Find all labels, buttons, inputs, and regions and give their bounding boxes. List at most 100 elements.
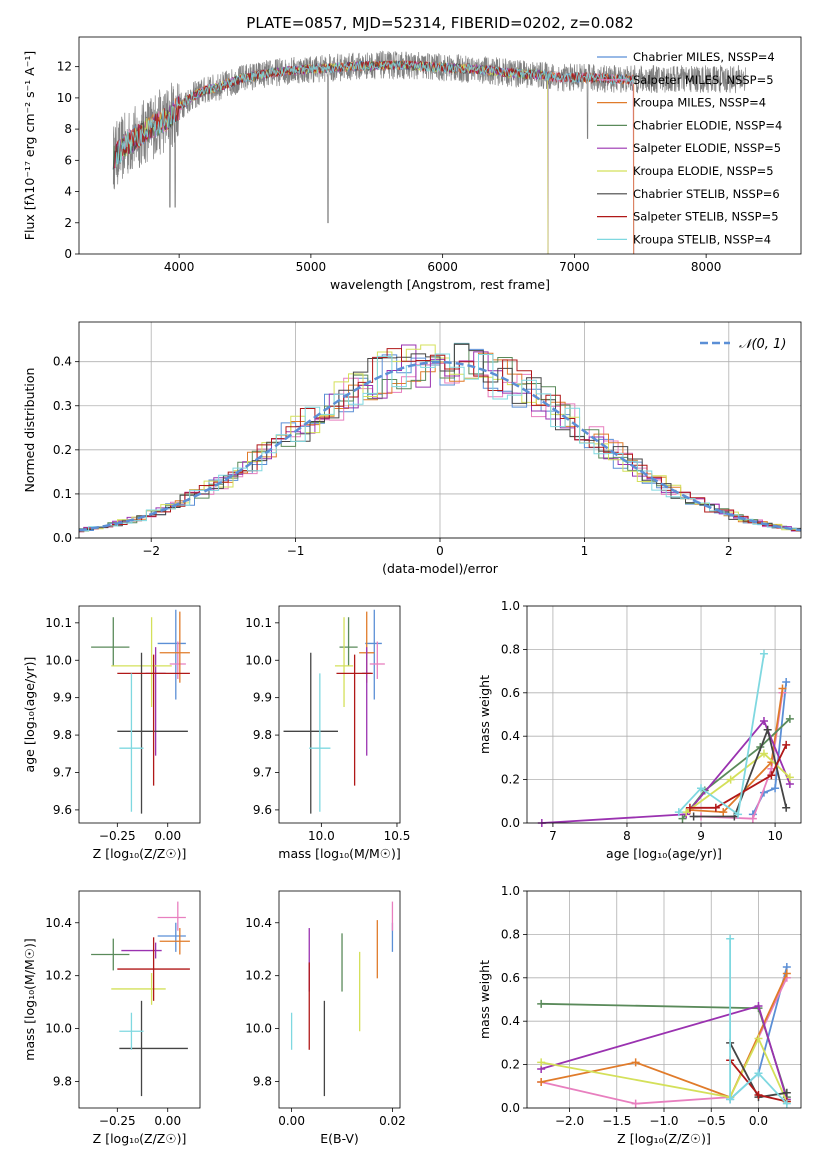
y-tick-label: 10.2 [45,969,72,983]
x-tick-label: 0.00 [278,1114,305,1128]
panel-age-vs-Z: −0.25 0.00 9.6 9.7 9.8 9.9 10.0 10.1 Z [log₁₀(Z/… [22,605,201,861]
panel-spectrum: 4000 5000 6000 7000 8000 0 2 4 6 8 10 12 wavelength … [22,36,802,292]
y-tick-label: 0.2 [501,773,520,787]
point-marker [674,808,683,817]
point-marker [785,714,794,723]
point-marker [767,771,776,780]
y-tick-label: 6 [64,153,72,167]
errorbar-kroupa-elodie [111,973,166,1005]
weight-lines [537,649,794,827]
y-tick-label: 0.6 [501,686,520,700]
y-tick-label: 9.6 [253,803,272,817]
panel-mass-vs-Z: −0.25 0.00 9.8 10.0 10.2 10.4 Z [log₁₀(Z/Z☉)] m… [22,890,201,1146]
legend-label: Salpeter STELIB, NSSP=5 [633,210,779,224]
y-tick-label: 9.8 [253,1075,272,1089]
errorbar-chabrier-miles [157,922,186,952]
point-marker [537,999,546,1008]
errorbar-kroupa-stelib [119,673,144,812]
x-tick-label: 5000 [296,260,327,274]
x-tick-label: 0.00 [154,829,181,843]
axes: −2.0 −1.5 −1.0 −0.5 0.0 0.0 0.2 0.4 0.6 0.8 1.0 [501,884,768,1128]
point-marker [782,803,791,812]
x-axis-label: wavelength [Angstrom, rest frame] [330,277,550,292]
panel-residuals: −2 −1 0 1 2 0.0 0.1 0.2 0.3 0.4 (data-model)/error… [22,321,802,576]
axes-frame [278,890,401,1109]
y-tick-label: 9.8 [53,1075,72,1089]
point-marker [759,717,768,726]
y-tick-label: 10.0 [45,1022,72,1036]
point-marker [759,649,768,658]
x-tick-label: 7 [549,829,557,843]
weight-line-kroupa-stelib [674,649,768,819]
y-axis-label: mass [log₁₀(M/M☉)] [22,938,37,1060]
y-tick-label: 1.0 [501,884,520,898]
errorbar-chabrier-stelib [283,652,338,814]
axes-frame [78,36,802,255]
x-tick-label: 10 [767,829,782,843]
axes-frame [278,605,401,824]
point-marker [697,784,706,793]
series-line [678,653,765,816]
x-axis-label: (data-model)/error [382,561,499,576]
panel-age-vs-mass: 10.0 10.5 9.6 9.7 9.8 9.9 10.0 10.1 mass [log₁₀(… [245,605,410,861]
x-tick-label: −1.0 [649,1114,678,1128]
histograms [79,342,801,533]
errorbar-chabrier-miles [157,609,186,700]
y-tick-label: 10.0 [45,653,72,667]
axes: 4000 5000 6000 7000 8000 0 2 4 6 8 10 12 [57,60,722,274]
point-marker [782,677,791,686]
y-tick-label: 10.0 [245,653,272,667]
y-tick-label: 9.8 [53,728,72,742]
x-tick-label: 8000 [691,260,722,274]
errorbar-chabrier-stelib [119,1000,188,1097]
x-axis-label: Z [log₁₀(Z/Z☉)] [93,846,187,861]
y-tick-label: 9.7 [53,765,72,779]
axes: −0.25 0.00 9.6 9.7 9.8 9.9 10.0 10.1 [45,616,181,843]
point-marker [631,1099,640,1108]
y-tick-label: 1.0 [501,599,520,613]
y-tick-label: 0.4 [501,729,520,743]
y-tick-label: 10.4 [45,916,72,930]
x-tick-label: −1.5 [602,1114,631,1128]
point-marker [734,810,743,819]
y-axis-label: mass weight [477,675,492,754]
errorbar-salpeter-stelib [117,654,190,786]
legend-label: 𝒩(0, 1) [739,337,786,352]
legend-label: Chabrier STELIB, NSSP=6 [633,187,780,201]
error-bars [283,609,385,814]
axes-frame [526,605,802,824]
legend-label: Chabrier ELODIE, NSSP=4 [633,118,782,132]
y-tick-label: 10.0 [245,1022,272,1036]
point-marker [759,749,768,758]
x-tick-label: −0.25 [99,1114,136,1128]
y-tick-label: 0.1 [53,487,72,501]
x-tick-label: 0.00 [154,1114,181,1128]
y-tick-label: 9.6 [53,803,72,817]
y-tick-label: 9.9 [253,691,272,705]
point-marker [778,684,787,693]
y-tick-label: 0.6 [501,971,520,985]
x-tick-label: 6000 [427,260,458,274]
y-tick-label: 9.7 [253,765,272,779]
y-axis-label: mass weight [477,960,492,1039]
errorbar-salpeter-miles [157,901,186,931]
figure-title: PLATE=0857, MJD=52314, FIBERID=0202, z=0… [246,14,633,32]
y-axis-label: Flux [fλ10⁻¹⁷ erg cm⁻² s⁻¹ A⁻¹] [22,51,37,240]
y-tick-label: 0.0 [501,1101,520,1115]
errorbar-chabrier-elodie [91,938,130,971]
series-line [541,1036,788,1102]
x-tick-label: 0 [436,544,444,558]
errorbar-kroupa-elodie [334,617,354,708]
x-axis-label: age [log₁₀(age/yr)] [606,846,722,861]
point-marker [782,740,791,749]
axes-frame [78,605,201,824]
point-marker [682,808,691,817]
point-marker [782,1088,791,1097]
y-tick-label: 0.2 [501,1058,520,1072]
errorbar-kroupa-stelib [119,1012,144,1050]
point-marker [771,784,780,793]
histogram-chabrier-stelib [79,343,801,533]
observed-spectrum-line [112,50,747,224]
weight-lines [537,934,791,1108]
y-tick-label: 0.4 [501,1014,520,1028]
